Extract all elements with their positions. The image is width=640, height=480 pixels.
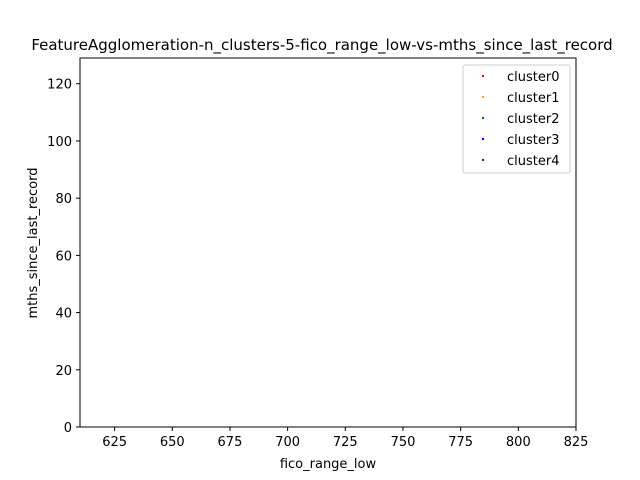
y-tick-label: 120 <box>47 78 72 93</box>
legend-label-cluster1: cluster1 <box>507 91 559 106</box>
x-tick-label: 675 <box>218 435 243 450</box>
x-tick-label: 650 <box>160 435 185 450</box>
x-axis-label: fico_range_low <box>280 457 377 472</box>
legend-label-cluster3: cluster3 <box>507 133 559 148</box>
plot-frame <box>79 57 577 428</box>
legend-marker-cluster4 <box>481 158 485 162</box>
legend-marker-cluster3 <box>481 137 485 141</box>
legend-marker-cluster2 <box>481 116 485 120</box>
y-axis-label: mths_since_last_record <box>26 167 41 318</box>
y-tick-label: 40 <box>55 307 72 322</box>
legend: cluster0 cluster1 cluster2 cluster3 cluster4 <box>462 64 571 174</box>
y-axis-ticks: 0 20 40 60 80 100 120 <box>47 78 80 436</box>
x-tick-label: 750 <box>391 435 416 450</box>
y-tick-label: 80 <box>55 192 72 207</box>
x-tick-label: 725 <box>333 435 358 450</box>
x-tick-label: 700 <box>275 435 300 450</box>
chart-title: FeatureAgglomeration-n_clusters-5-fico_r… <box>31 36 612 55</box>
x-axis-ticks: 625 650 675 700 725 750 775 800 825 <box>102 427 588 450</box>
y-tick-label: 20 <box>55 364 72 379</box>
y-tick-label: 100 <box>47 135 72 150</box>
y-tick-label: 60 <box>55 249 72 264</box>
y-tick-label: 0 <box>64 421 72 436</box>
x-tick-label: 625 <box>102 435 127 450</box>
legend-marker-cluster0 <box>481 74 485 78</box>
legend-marker-cluster1 <box>481 95 485 99</box>
legend-label-cluster0: cluster0 <box>507 70 559 85</box>
x-tick-label: 800 <box>506 435 531 450</box>
x-tick-label: 825 <box>564 435 589 450</box>
legend-label-cluster4: cluster4 <box>507 154 559 169</box>
x-tick-label: 775 <box>448 435 473 450</box>
legend-label-cluster2: cluster2 <box>507 112 559 127</box>
legend-box <box>462 64 571 174</box>
